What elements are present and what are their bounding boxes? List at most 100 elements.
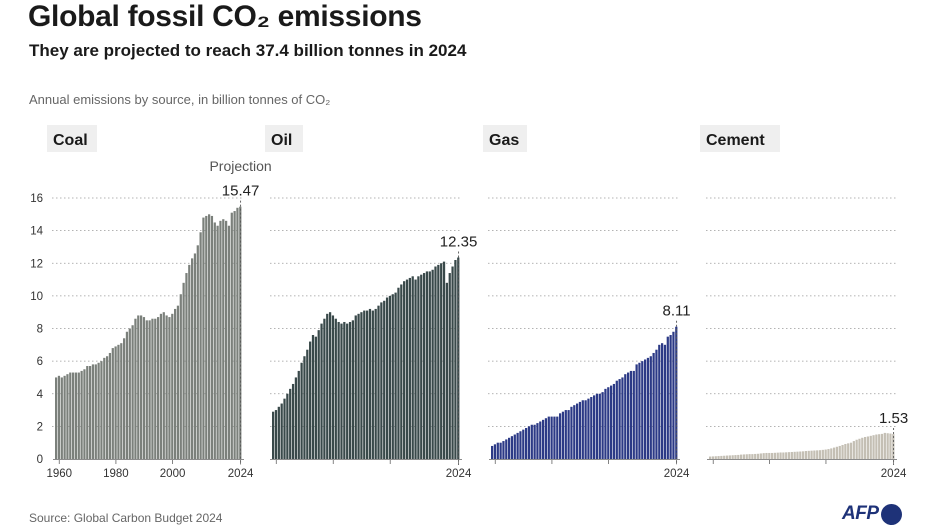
oil-bar-2017	[437, 264, 440, 459]
coal-bar-1977	[106, 356, 109, 459]
gas-bar-2008	[629, 370, 633, 459]
cement-bar-1983	[776, 452, 779, 459]
coal-bar-1997	[162, 312, 165, 459]
oil-bar-1960	[274, 410, 278, 459]
y-tick-label-10: 10	[30, 291, 43, 303]
oil-bar-2003	[397, 287, 400, 459]
oil-bar-2007	[408, 277, 411, 459]
gas-bar-2004	[618, 379, 621, 459]
cement-bar-2012	[858, 438, 861, 459]
coal-bar-2022	[233, 211, 236, 459]
coal-bar-1988	[137, 315, 140, 459]
oil-bar-1968	[297, 370, 300, 459]
coal-bar-2017	[219, 220, 222, 459]
oil-bar-2005	[403, 281, 406, 459]
oil-bar-1967	[294, 377, 298, 459]
oil-bar-1964	[286, 393, 289, 459]
oil-bar-1983	[340, 323, 343, 459]
cement-bar-2004	[835, 446, 839, 459]
gas-panel-title: Gas	[489, 132, 519, 149]
oil-bar-1959	[272, 411, 275, 459]
gas-bar-2007	[627, 372, 630, 459]
oil-bar-2016	[434, 266, 437, 459]
gas-bar-1973	[530, 424, 533, 459]
gas-bar-2023	[672, 331, 675, 459]
cement-bar-1993	[804, 451, 808, 459]
gas-title-background	[483, 125, 527, 152]
cement-bar-1990	[796, 451, 799, 459]
gas-bar-1983	[559, 413, 562, 459]
oil-bar-1979	[328, 312, 332, 459]
cement-bar-2002	[830, 448, 833, 459]
chart-title: Global fossil CO₂ emissions	[28, 0, 422, 33]
gas-bar-2017	[655, 349, 658, 459]
oil-bar-1989	[357, 313, 360, 459]
oil-bar-1971	[306, 349, 309, 459]
coal-bar-1994	[154, 318, 157, 459]
gas-bar-1974	[533, 424, 536, 459]
cement-panel-title: Cement	[706, 132, 765, 149]
cement-bar-1981	[771, 452, 774, 459]
afp-logo: AFP	[842, 503, 902, 525]
gas-bar-1961	[496, 442, 499, 459]
coal-bar-2000	[171, 313, 174, 459]
cement-bar-2014	[864, 436, 867, 459]
coal-bar-2023	[236, 207, 239, 459]
coal-bar-2003	[179, 294, 182, 459]
cement-bar-1961	[714, 456, 717, 459]
coal-bar-2011	[202, 217, 205, 459]
gas-bar-2013	[644, 359, 647, 459]
gas-bar-1979	[547, 416, 550, 459]
oil-bar-1970	[303, 356, 306, 459]
gas-bar-2022	[669, 335, 672, 459]
coal-x-tick-label-2000: 2000	[160, 468, 186, 480]
coal-bar-1985	[128, 328, 131, 459]
cement-bar-1969	[737, 454, 740, 459]
coal-bar-1959	[55, 377, 58, 459]
oil-bar-1977	[323, 318, 326, 459]
cement-bar-1974	[751, 454, 754, 459]
coal-bar-1964	[69, 372, 72, 459]
cement-bar-1982	[773, 452, 777, 459]
gas-bar-1989	[576, 403, 579, 459]
coal-bar-1999	[168, 317, 171, 459]
coal-bar-1961	[60, 377, 63, 459]
oil-bar-1981	[334, 318, 337, 459]
y-tick-label-12: 12	[30, 258, 43, 270]
cement-bar-1963	[720, 455, 723, 459]
gas-bar-1960	[493, 444, 497, 459]
coal-bar-2014	[210, 215, 214, 459]
gas-bar-1969	[519, 431, 522, 459]
oil-bar-1969	[300, 362, 303, 459]
coal-bar-1987	[134, 318, 137, 459]
coal-bar-1970	[86, 366, 89, 459]
cement-bar-2016	[869, 435, 872, 459]
oil-bar-1988	[354, 315, 357, 459]
cement-bar-1959	[709, 456, 712, 459]
gas-bar-1987	[570, 406, 573, 459]
cement-bar-1967	[731, 455, 734, 459]
y-tick-label-14: 14	[30, 226, 43, 238]
gas-bar-1992	[584, 400, 587, 459]
gas-bar-1981	[553, 416, 556, 459]
y-tick-label-16: 16	[30, 193, 43, 205]
oil-bar-1982	[337, 321, 340, 460]
gas-bar-2002	[612, 383, 616, 459]
gas-bar-1963	[502, 441, 505, 459]
afp-logo-text: AFP	[842, 503, 879, 524]
y-tick-label-4: 4	[37, 389, 44, 401]
cement-bar-1977	[759, 453, 762, 459]
cement-bar-2015	[866, 436, 870, 459]
gas-bar-2010	[635, 364, 638, 459]
oil-bar-1985	[346, 323, 349, 459]
coal-x-tick-label-2024: 2024	[228, 468, 254, 480]
cement-bar-2018	[875, 434, 878, 459]
cement-bar-1973	[748, 454, 751, 459]
unit-note: Annual emissions by source, in billion t…	[29, 92, 331, 107]
gas-bar-1995	[593, 395, 596, 459]
coal-bar-1993	[151, 318, 154, 459]
y-tick-label-8: 8	[37, 324, 43, 336]
oil-bar-1987	[351, 320, 355, 459]
cement-bar-2008	[847, 443, 850, 459]
coal-bar-1963	[66, 374, 69, 460]
